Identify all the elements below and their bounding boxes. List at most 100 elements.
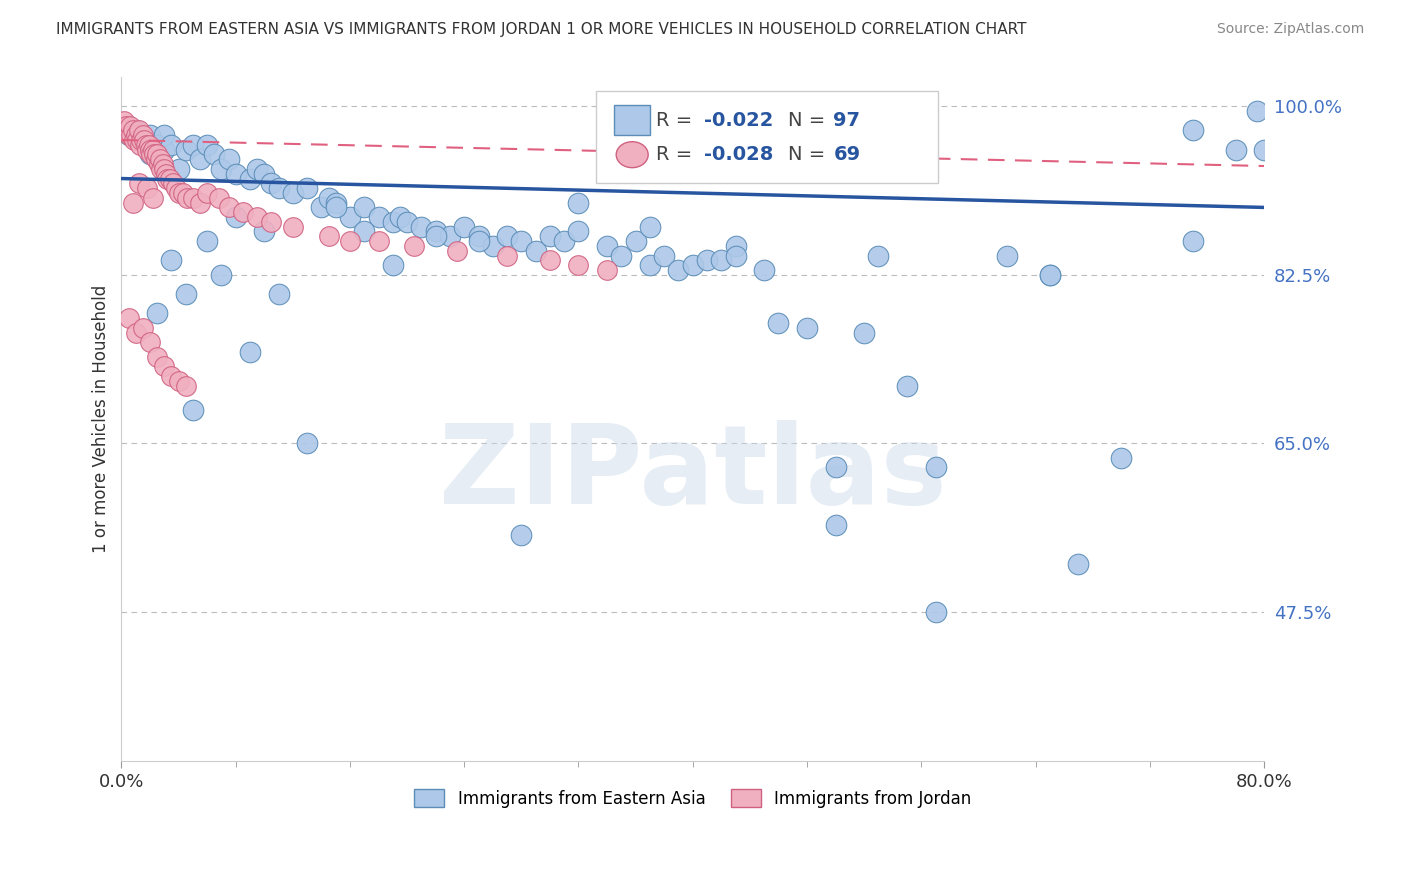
- Point: [496, 229, 519, 244]
- Point: [381, 258, 404, 272]
- Point: [153, 161, 176, 176]
- Point: [136, 143, 159, 157]
- Point: [209, 161, 232, 176]
- Point: [152, 157, 174, 171]
- Point: [135, 137, 157, 152]
- Text: R =: R =: [657, 145, 699, 164]
- Point: [232, 205, 254, 219]
- Point: [129, 137, 152, 152]
- Point: [139, 143, 162, 157]
- Point: [1246, 104, 1268, 119]
- Point: [682, 258, 704, 272]
- Point: [122, 123, 145, 137]
- Point: [267, 287, 290, 301]
- Point: [195, 234, 218, 248]
- Point: [318, 191, 340, 205]
- Point: [325, 195, 347, 210]
- Point: [467, 234, 489, 248]
- Text: -0.022: -0.022: [704, 111, 773, 130]
- Point: [132, 133, 155, 147]
- Point: [896, 378, 918, 392]
- Text: ZIPatlas: ZIPatlas: [439, 420, 946, 527]
- Point: [453, 219, 475, 234]
- Point: [167, 186, 190, 200]
- Point: [142, 143, 165, 157]
- Point: [260, 215, 283, 229]
- Point: [142, 191, 165, 205]
- Point: [181, 137, 204, 152]
- Point: [510, 528, 533, 542]
- Point: [122, 195, 145, 210]
- Point: [132, 320, 155, 334]
- Point: [146, 137, 169, 152]
- Text: N =: N =: [787, 145, 831, 164]
- Legend: Immigrants from Eastern Asia, Immigrants from Jordan: Immigrants from Eastern Asia, Immigrants…: [408, 783, 977, 814]
- Point: [553, 234, 575, 248]
- Point: [117, 128, 139, 143]
- Point: [668, 263, 690, 277]
- Point: [120, 128, 142, 143]
- Point: [596, 263, 619, 277]
- Point: [207, 191, 229, 205]
- Point: [181, 402, 204, 417]
- Point: [125, 128, 148, 143]
- Point: [481, 239, 503, 253]
- Ellipse shape: [616, 142, 648, 168]
- Point: [156, 171, 179, 186]
- Text: 69: 69: [834, 145, 860, 164]
- Point: [188, 195, 211, 210]
- Point: [153, 128, 176, 143]
- Point: [325, 201, 347, 215]
- Point: [1039, 268, 1062, 282]
- Point: [160, 137, 183, 152]
- Point: [367, 234, 389, 248]
- Text: N =: N =: [787, 111, 831, 130]
- Point: [176, 191, 198, 205]
- Point: [404, 239, 426, 253]
- Point: [824, 518, 846, 533]
- Point: [153, 359, 176, 374]
- Point: [114, 119, 136, 133]
- Point: [267, 181, 290, 195]
- Point: [139, 128, 162, 143]
- Point: [353, 225, 375, 239]
- Point: [115, 123, 138, 137]
- Point: [165, 181, 187, 195]
- Text: IMMIGRANTS FROM EASTERN ASIA VS IMMIGRANTS FROM JORDAN 1 OR MORE VEHICLES IN HOU: IMMIGRANTS FROM EASTERN ASIA VS IMMIGRAN…: [56, 22, 1026, 37]
- Point: [796, 320, 818, 334]
- Point: [124, 133, 146, 147]
- Point: [125, 123, 148, 137]
- Point: [239, 344, 262, 359]
- FancyBboxPatch shape: [614, 104, 651, 135]
- Point: [132, 128, 155, 143]
- Point: [260, 177, 283, 191]
- Point: [155, 167, 177, 181]
- Point: [724, 239, 747, 253]
- Point: [381, 215, 404, 229]
- Point: [1253, 143, 1275, 157]
- Point: [624, 234, 647, 248]
- Point: [118, 119, 141, 133]
- Point: [510, 234, 533, 248]
- Point: [724, 249, 747, 263]
- Point: [174, 143, 197, 157]
- Point: [195, 137, 218, 152]
- Point: [128, 123, 150, 137]
- Point: [318, 229, 340, 244]
- Point: [652, 249, 675, 263]
- Point: [1181, 234, 1204, 248]
- Point: [167, 161, 190, 176]
- Point: [112, 113, 135, 128]
- Point: [924, 605, 946, 619]
- Point: [150, 161, 173, 176]
- Point: [149, 153, 172, 167]
- Point: [696, 253, 718, 268]
- Point: [139, 335, 162, 350]
- Point: [174, 287, 197, 301]
- Point: [1109, 450, 1132, 465]
- Point: [111, 123, 134, 137]
- Text: 97: 97: [834, 111, 860, 130]
- Point: [138, 137, 160, 152]
- Point: [160, 368, 183, 383]
- Point: [439, 229, 461, 244]
